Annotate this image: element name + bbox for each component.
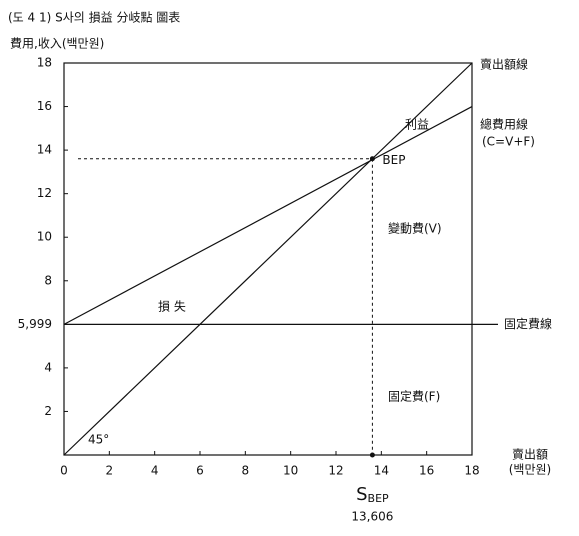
- y-tick-label: 2: [44, 404, 52, 418]
- x-tick-label: 2: [106, 464, 114, 478]
- y-tick-label: 18: [37, 56, 52, 70]
- bep-x-label: SBEP: [356, 484, 389, 505]
- x-tick-label: 18: [464, 464, 479, 478]
- x-axis-unit: (백만원): [509, 463, 551, 477]
- annotation: 固定費(F): [388, 389, 440, 404]
- x-tick-label: 10: [283, 464, 298, 478]
- series-sublabel: (C=V+F): [482, 135, 535, 149]
- y-tick-label: 16: [37, 99, 52, 113]
- annotation: 變動費(V): [388, 221, 442, 236]
- bep-value-label: 13,606: [351, 510, 393, 524]
- annotation: 利益: [405, 118, 429, 132]
- x-tick-label: 6: [196, 464, 204, 478]
- series-label: 固定費線: [504, 316, 552, 331]
- y-tick-label: 8: [44, 273, 52, 287]
- x-tick-label: 8: [242, 464, 250, 478]
- y-tick-label: 12: [37, 186, 52, 200]
- y-tick-label: 10: [37, 230, 52, 244]
- plot-frame: [63, 62, 473, 456]
- bep-x-sub: BEP: [368, 492, 389, 505]
- x-tick-label: 16: [419, 464, 434, 478]
- series-label: 賣出額線: [480, 57, 528, 72]
- series-line: [63, 62, 473, 456]
- x-tick-label: 14: [374, 464, 389, 478]
- bep-point: [369, 156, 375, 162]
- annotation: 45°: [88, 433, 109, 447]
- y-tick-label: 5,999: [18, 317, 52, 331]
- x-tick-label: 4: [151, 464, 159, 478]
- bep-x-main: S: [356, 484, 367, 505]
- series-label: 總費用線: [480, 117, 528, 132]
- y-tick-label: 4: [44, 360, 52, 374]
- x-tick-label: 12: [328, 464, 343, 478]
- chart-title: (도 4 1) S사의 損益 分岐點 圖表: [8, 10, 180, 25]
- x-axis-label: 賣出額: [512, 447, 548, 462]
- series-line: [63, 106, 473, 325]
- y-tick-label: 14: [37, 143, 52, 157]
- bep-label: BEP: [382, 153, 405, 167]
- bep-foot: [369, 452, 375, 458]
- x-tick-label: 0: [60, 464, 68, 478]
- y-axis-label: 費用,收入(백만원): [10, 36, 104, 51]
- annotation: 損 失: [158, 299, 186, 314]
